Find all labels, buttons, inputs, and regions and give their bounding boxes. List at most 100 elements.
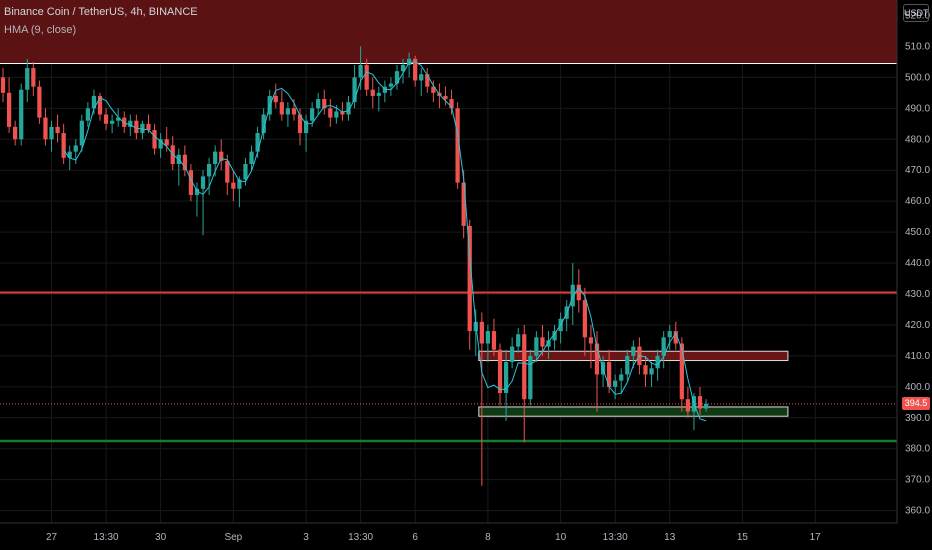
candle-body [182, 154, 187, 171]
candle-body [606, 362, 612, 387]
candle-body [503, 362, 509, 394]
horizontal-lines [0, 62, 897, 443]
y-tick-label: 380.0 [905, 444, 930, 455]
candle-body [194, 188, 200, 195]
x-tick-label: Sep [224, 532, 242, 543]
candle-body [206, 164, 212, 177]
y-tick-label: 490.0 [905, 103, 930, 114]
candle-body [200, 176, 206, 189]
candle-body [134, 120, 139, 134]
candle-body [249, 151, 254, 165]
candle-body [703, 403, 709, 409]
x-tick-label: 13:30 [348, 532, 373, 543]
x-tick-label: 6 [412, 532, 418, 543]
candle-body [485, 331, 491, 344]
y-tick-label: 400.0 [905, 382, 930, 393]
candle-body [546, 340, 551, 347]
y-tick-label: 450.0 [905, 227, 930, 238]
candle-body [158, 139, 163, 149]
y-tick-label: 360.0 [905, 506, 930, 517]
candle-body [273, 95, 278, 103]
candle-body [73, 145, 78, 152]
candle-body [406, 58, 412, 65]
candle-body [213, 151, 218, 165]
y-tick-label: 420.0 [905, 320, 930, 331]
y-axis[interactable]: 360.0 370.0 380.0 390.0 400.0 410.0 420.0 430.0… [896, 0, 930, 523]
y-tick-label: 370.0 [905, 475, 930, 486]
candle-body [334, 111, 339, 118]
y-tick-label: 470.0 [905, 165, 930, 176]
x-tick-label: 13:30 [94, 532, 119, 543]
candle-body [128, 120, 133, 127]
candle-body [613, 380, 618, 387]
candle-body [661, 337, 666, 356]
y-tick-label: 430.0 [905, 289, 930, 300]
candle-body [461, 182, 466, 226]
currency-badge[interactable]: USDT [903, 4, 929, 22]
candle-body [110, 120, 115, 124]
candle-body [255, 133, 260, 152]
candle-body [443, 95, 448, 100]
candle-body [491, 331, 497, 350]
y-tick-label: 440.0 [905, 258, 930, 269]
x-axis[interactable]: 27 13:30 30 Sep 3 13:30 6 8 10 13:30 13 15 17 [0, 522, 897, 543]
candle-body [188, 170, 194, 195]
candle-body [85, 108, 91, 121]
candle-body [697, 396, 703, 409]
x-tick-label: 8 [485, 532, 491, 543]
x-tick-label: 10 [555, 532, 567, 543]
candle-body [643, 365, 648, 375]
candle-body [297, 114, 303, 134]
candle-body [55, 126, 60, 134]
candle-body [310, 108, 315, 121]
y-tick-label: 410.0 [905, 351, 930, 362]
candle-body [103, 114, 109, 124]
candle-body [219, 151, 224, 161]
candle-body [370, 89, 375, 96]
hma-line [63, 61, 707, 422]
candle-body [528, 355, 533, 400]
candle-body [97, 95, 103, 115]
candle-body [516, 334, 521, 347]
candle-body [19, 89, 24, 140]
candle-body [31, 68, 36, 87]
candle-body [673, 331, 678, 344]
candle-body [394, 71, 400, 84]
y-tick-label: 460.0 [905, 196, 930, 207]
y-tick-label: 390.0 [905, 413, 930, 424]
candle-body [67, 151, 72, 158]
hma-indicator-legend[interactable]: HMA (9, close) [4, 24, 77, 36]
candle-body [455, 108, 460, 183]
candle-body [449, 99, 454, 109]
y-tick-label: 520.0 [905, 10, 930, 21]
candle-body [679, 343, 684, 400]
hma-series [63, 61, 707, 422]
candle-body [6, 92, 12, 127]
candle-body [425, 74, 430, 87]
x-tick-label: 13:30 [603, 532, 628, 543]
candle-body [303, 120, 309, 134]
candle-body [625, 355, 630, 375]
candle-body [340, 111, 345, 115]
lower-box [478, 406, 789, 417]
candle-body [467, 225, 472, 332]
y-tick-label: 500.0 [905, 72, 930, 83]
candle-body [91, 95, 97, 109]
candle-body [43, 117, 48, 140]
candle-body [431, 86, 436, 93]
candle-body [322, 99, 327, 109]
candle-body [291, 108, 297, 115]
candle-body [0, 77, 6, 93]
x-tick-label: 27 [46, 532, 58, 543]
candle-body [540, 337, 545, 347]
candle-body [655, 355, 660, 369]
candle-body [510, 346, 515, 363]
candle-body [122, 117, 127, 127]
candle-body [479, 321, 484, 344]
candle-body [164, 139, 169, 146]
candle-body [376, 92, 381, 96]
candle-body [685, 399, 691, 412]
